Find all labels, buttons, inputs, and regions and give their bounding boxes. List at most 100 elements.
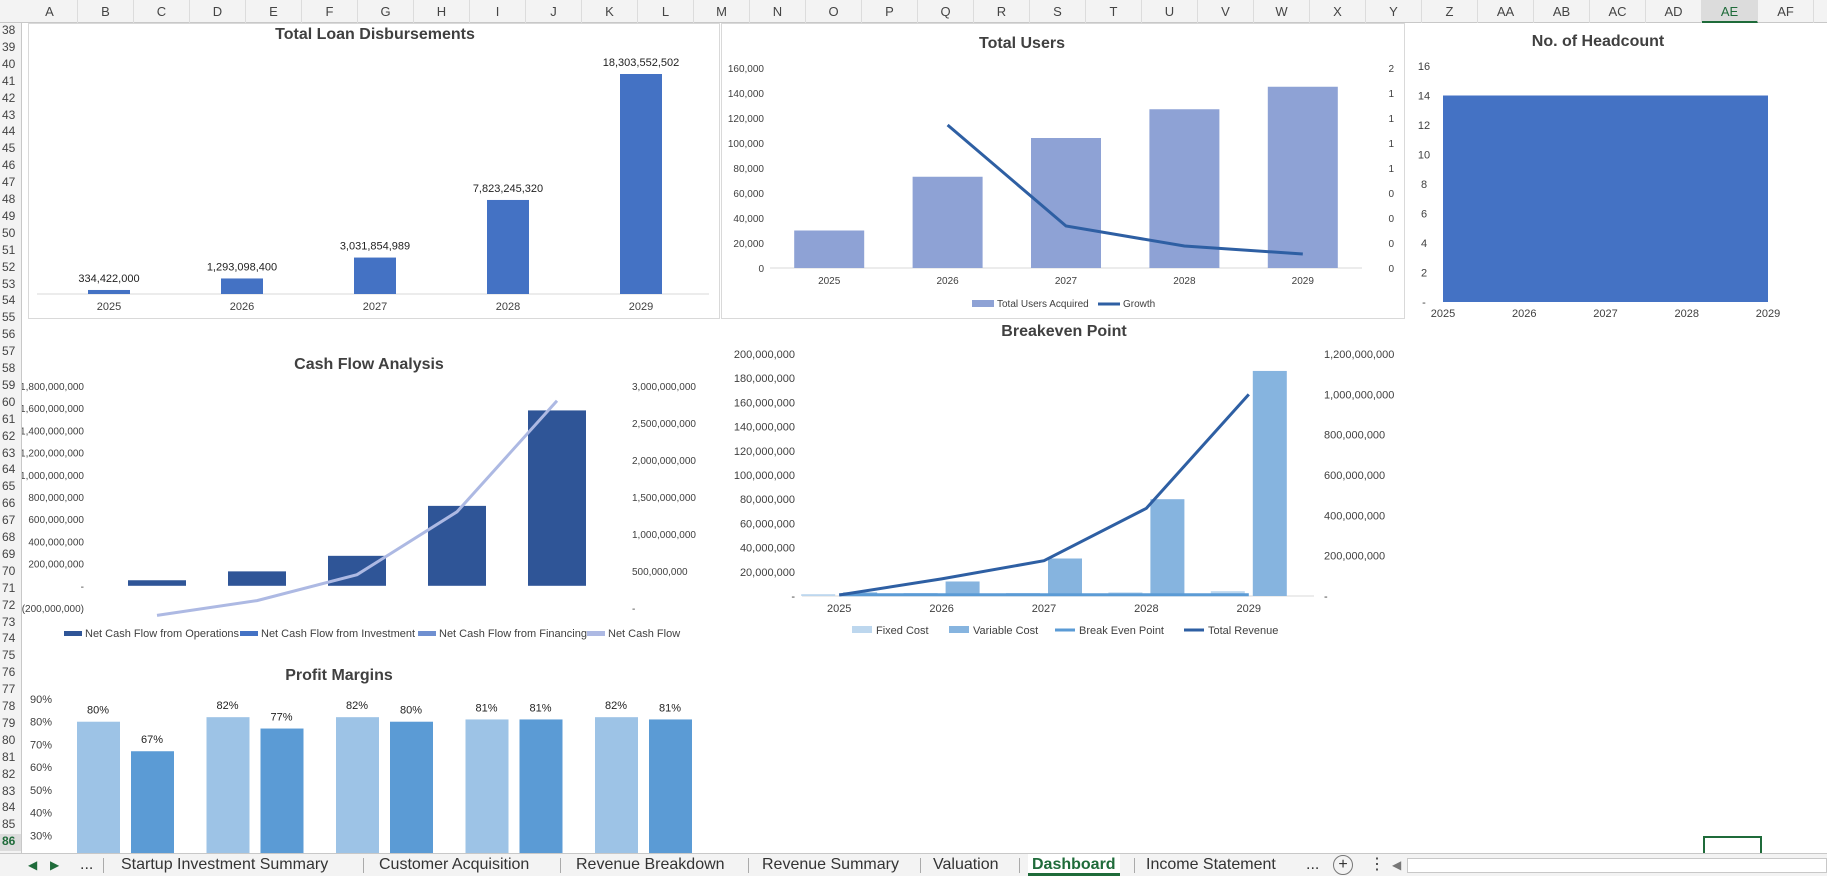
- column-header-ab[interactable]: AB: [1534, 0, 1590, 23]
- cash-flow-chart[interactable]: Cash Flow Analysis (200,000,000) - 200,000,…: [20, 345, 722, 645]
- column-header-ad[interactable]: AD: [1646, 0, 1702, 23]
- row-header-40[interactable]: 40: [2, 56, 16, 71]
- row-header-76[interactable]: 76: [2, 665, 16, 680]
- row-header-59[interactable]: 59: [2, 377, 16, 392]
- row-header-86[interactable]: 86: [0, 834, 21, 852]
- column-header-f[interactable]: F: [302, 0, 358, 23]
- row-header-56[interactable]: 56: [2, 327, 16, 342]
- prev-sheet-icon[interactable]: ◀: [28, 858, 38, 872]
- headcount-chart[interactable]: No. of Headcount - 2 4 6 8 10 12 14 16 2025 2026 202…: [1406, 23, 1801, 323]
- row-header-63[interactable]: 63: [2, 445, 16, 460]
- row-header-67[interactable]: 67: [2, 513, 16, 528]
- row-header-57[interactable]: 57: [2, 344, 16, 359]
- column-header-w[interactable]: W: [1254, 0, 1310, 23]
- row-header-43[interactable]: 43: [2, 107, 16, 122]
- loan-disbursements-chart[interactable]: Total Loan Disbursements 334,422,000 2025 1…: [28, 23, 720, 319]
- tabs-more-left[interactable]: ...: [80, 856, 94, 873]
- add-sheet-icon[interactable]: +: [1333, 855, 1353, 875]
- column-header-s[interactable]: S: [1030, 0, 1086, 23]
- row-header-83[interactable]: 83: [2, 783, 16, 798]
- column-header-k[interactable]: K: [582, 0, 638, 23]
- tab-valuation[interactable]: Valuation: [933, 856, 999, 873]
- column-header-n[interactable]: N: [750, 0, 806, 23]
- row-header-64[interactable]: 64: [2, 462, 16, 477]
- row-header-78[interactable]: 78: [2, 699, 16, 713]
- tab-customer-acquisition[interactable]: Customer Acquisition: [379, 856, 530, 873]
- row-header-69[interactable]: 69: [2, 546, 16, 561]
- row-header-42[interactable]: 42: [2, 90, 16, 105]
- scroll-left-icon[interactable]: ◀: [1392, 858, 1402, 872]
- row-header-55[interactable]: 55: [2, 310, 16, 325]
- row-header-41[interactable]: 41: [2, 73, 16, 88]
- row-header-49[interactable]: 49: [2, 208, 16, 223]
- tab-startup-investment-summary[interactable]: Startup Investment Summary: [121, 856, 329, 873]
- row-header-44[interactable]: 44: [2, 124, 16, 139]
- next-sheet-icon[interactable]: ▶: [50, 858, 60, 872]
- tab-dashboard[interactable]: Dashboard: [1028, 854, 1120, 876]
- row-header-50[interactable]: 50: [2, 225, 16, 240]
- row-header-72[interactable]: 72: [2, 597, 16, 612]
- row-header-84[interactable]: 84: [2, 800, 16, 815]
- tab-revenue-summary[interactable]: Revenue Summary: [762, 856, 899, 873]
- column-header-ae[interactable]: AE: [1702, 0, 1758, 23]
- tab-income-statement[interactable]: Income Statement: [1146, 856, 1276, 873]
- row-header-81[interactable]: 81: [2, 749, 16, 764]
- column-header-t[interactable]: T: [1086, 0, 1142, 23]
- row-header-66[interactable]: 66: [2, 496, 16, 511]
- total-users-chart[interactable]: Total Users 0 20,000 40,000 60,000 80,000 100,…: [721, 23, 1405, 319]
- row-header-48[interactable]: 48: [2, 192, 16, 206]
- column-header-c[interactable]: C: [134, 0, 190, 23]
- row-header-58[interactable]: 58: [2, 361, 16, 375]
- row-header-54[interactable]: 54: [2, 293, 16, 308]
- column-header-g[interactable]: G: [358, 0, 414, 23]
- row-header-70[interactable]: 70: [2, 563, 16, 578]
- profit-margins-chart[interactable]: Profit Margins20%30%40%50%60%70%80%90%80…: [22, 660, 722, 853]
- row-header-80[interactable]: 80: [2, 732, 16, 747]
- column-header-ac[interactable]: AC: [1590, 0, 1646, 23]
- column-header-e[interactable]: E: [246, 0, 302, 23]
- row-header-53[interactable]: 53: [2, 276, 16, 291]
- tab-revenue-breakdown[interactable]: Revenue Breakdown: [576, 856, 725, 873]
- row-header-60[interactable]: 60: [2, 394, 16, 409]
- row-header-85[interactable]: 85: [2, 817, 16, 832]
- column-header-q[interactable]: Q: [918, 0, 974, 23]
- column-header-l[interactable]: L: [638, 0, 694, 23]
- row-header-82[interactable]: 82: [2, 766, 16, 781]
- row-header-65[interactable]: 65: [2, 479, 16, 494]
- column-header-y[interactable]: Y: [1366, 0, 1422, 23]
- row-header-51[interactable]: 51: [2, 242, 16, 257]
- row-header-39[interactable]: 39: [2, 39, 16, 54]
- tabs-more-right[interactable]: ...: [1306, 856, 1320, 873]
- column-header-h[interactable]: H: [414, 0, 470, 23]
- column-header-a[interactable]: A: [22, 0, 78, 23]
- row-header-73[interactable]: 73: [2, 614, 16, 629]
- row-header-71[interactable]: 71: [2, 580, 16, 595]
- row-header-75[interactable]: 75: [2, 648, 16, 663]
- column-header-o[interactable]: O: [806, 0, 862, 23]
- row-header-46[interactable]: 46: [2, 158, 16, 173]
- column-header-j[interactable]: J: [526, 0, 582, 23]
- row-header-47[interactable]: 47: [2, 175, 16, 190]
- column-header-x[interactable]: X: [1310, 0, 1366, 23]
- column-header-v[interactable]: V: [1198, 0, 1254, 23]
- row-header-68[interactable]: 68: [2, 530, 16, 544]
- row-header-74[interactable]: 74: [2, 631, 16, 646]
- column-header-af[interactable]: AF: [1758, 0, 1814, 23]
- row-header-61[interactable]: 61: [2, 411, 16, 426]
- row-header-79[interactable]: 79: [2, 715, 16, 730]
- column-header-d[interactable]: D: [190, 0, 246, 23]
- breakeven-chart[interactable]: Breakeven Point - 20,000,000 40,000,000 60,0…: [722, 315, 1412, 645]
- row-header-45[interactable]: 45: [2, 141, 16, 156]
- row-header-62[interactable]: 62: [2, 428, 16, 443]
- row-header-52[interactable]: 52: [2, 259, 16, 274]
- column-header-u[interactable]: U: [1142, 0, 1198, 23]
- column-header-p[interactable]: P: [862, 0, 918, 23]
- column-header-r[interactable]: R: [974, 0, 1030, 23]
- column-header-m[interactable]: M: [694, 0, 750, 23]
- row-header-38[interactable]: 38: [2, 23, 16, 37]
- column-header-b[interactable]: B: [78, 0, 134, 23]
- column-header-z[interactable]: Z: [1422, 0, 1478, 23]
- column-header-i[interactable]: I: [470, 0, 526, 23]
- row-header-77[interactable]: 77: [2, 682, 16, 697]
- horizontal-scrollbar[interactable]: [1407, 858, 1827, 873]
